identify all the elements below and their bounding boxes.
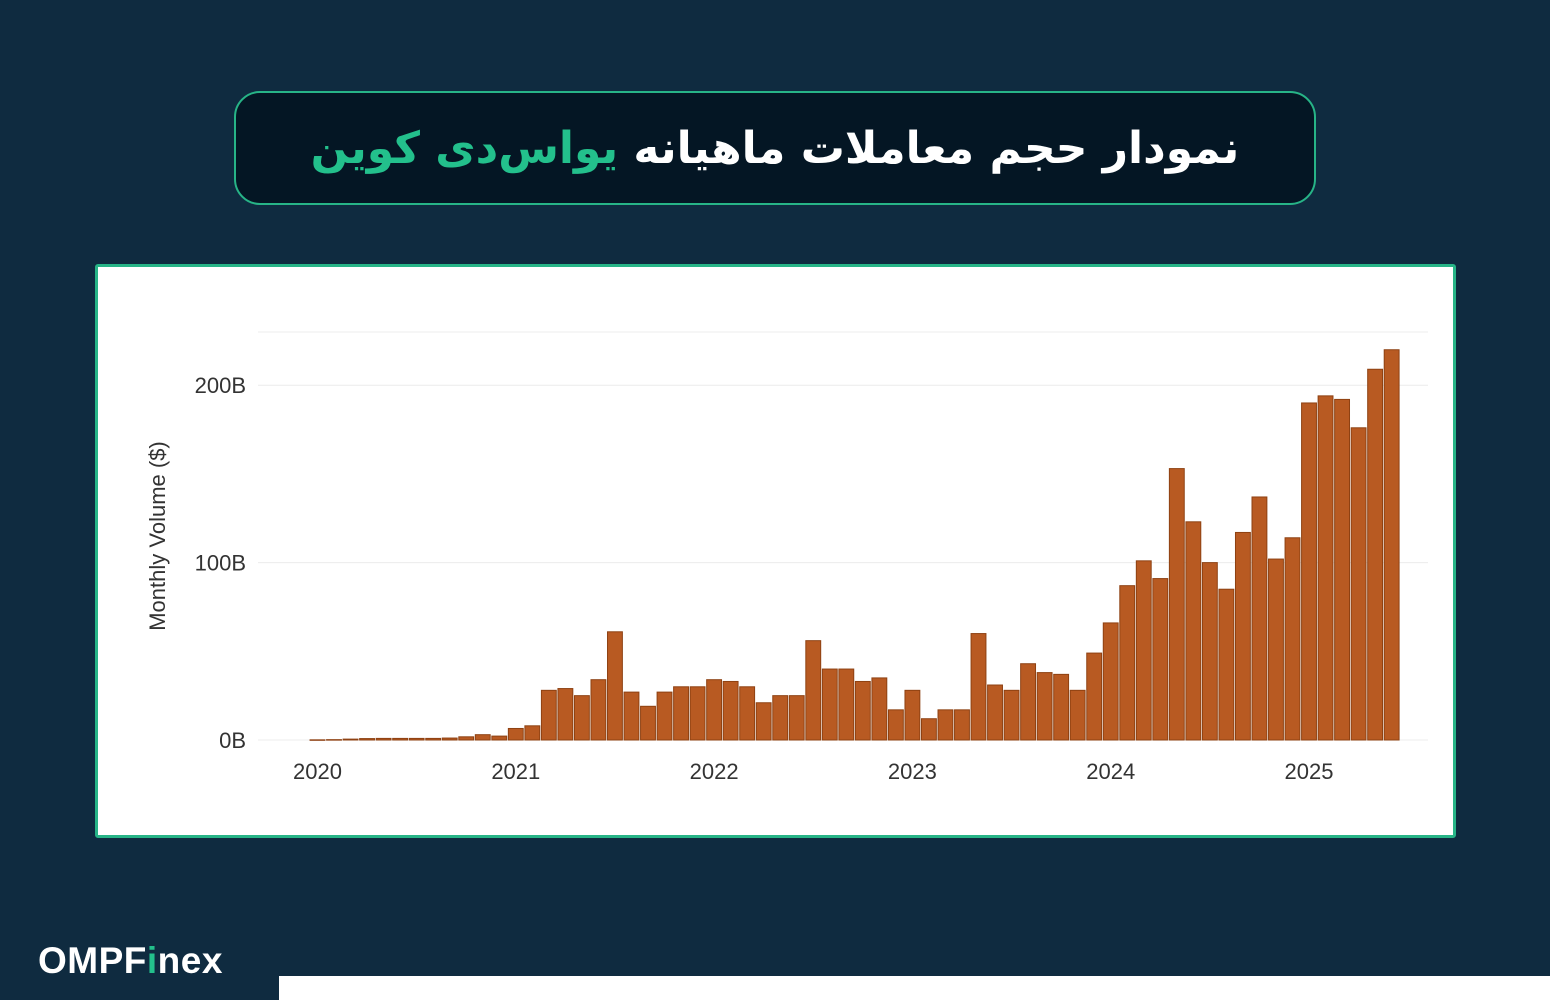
x-axis-ticks: 2020 2021 2022 2023 2024 2025 (293, 759, 1333, 784)
bar (1383, 349, 1400, 741)
bar (640, 705, 656, 741)
bar (1367, 368, 1384, 741)
bar (441, 737, 458, 741)
bar (590, 679, 607, 741)
bar (987, 684, 1003, 741)
bar (474, 734, 491, 741)
bar (821, 668, 838, 741)
bar (375, 737, 392, 741)
x-tick-label: 2020 (293, 759, 342, 784)
bar (1218, 588, 1235, 741)
bar (1036, 672, 1053, 741)
bar (739, 686, 756, 741)
bar (673, 686, 689, 741)
bar (887, 709, 904, 741)
bar (772, 695, 789, 741)
bar (722, 680, 739, 741)
bar (1268, 558, 1284, 741)
bar (1251, 496, 1268, 741)
bar (326, 739, 342, 741)
bar (920, 718, 937, 741)
bar (755, 702, 772, 741)
bar (507, 727, 524, 741)
bar (1135, 560, 1152, 741)
ompfinex-logo: OMPFinex (38, 940, 223, 981)
bar (1152, 578, 1169, 741)
y-tick-label: 0B (219, 728, 246, 753)
bar (904, 689, 921, 741)
y-tick-label: 200B (195, 373, 246, 398)
y-axis-ticks: 0B 100B 200B (195, 373, 246, 753)
x-tick-label: 2024 (1086, 759, 1135, 784)
bar (689, 686, 706, 741)
page-title: نمودار حجم معاملات ماهیانه یواس‌دی کوین (311, 123, 1240, 174)
bar (1119, 585, 1136, 741)
title-main-text: نمودار حجم معاملات ماهیانه (633, 122, 1240, 174)
bar (706, 679, 723, 741)
bar (359, 738, 376, 741)
x-tick-label: 2021 (491, 759, 540, 784)
bar (1020, 663, 1037, 741)
bar (1086, 652, 1103, 741)
bar (1234, 531, 1251, 741)
x-tick-label: 2022 (690, 759, 739, 784)
bar (1003, 689, 1020, 741)
bar (1350, 427, 1367, 741)
bar (491, 735, 508, 741)
bar (1317, 395, 1334, 741)
x-tick-label: 2025 (1285, 759, 1334, 784)
monthly-volume-bar-chart: 0B 100B 200B 2020 2021 2022 2023 2024 2025 Mont… (145, 331, 1428, 784)
bar (425, 737, 442, 741)
bars-group (309, 349, 1400, 741)
footer-strip (279, 976, 1550, 1000)
bar (524, 725, 541, 741)
bar (1185, 521, 1202, 741)
bar (607, 631, 623, 741)
bar (392, 737, 409, 741)
bar (309, 739, 326, 741)
bar (458, 736, 475, 741)
bar (623, 691, 640, 741)
title-banner: نمودار حجم معاملات ماهیانه یواس‌دی کوین (234, 91, 1316, 205)
bar (573, 695, 590, 741)
bar (1053, 673, 1070, 741)
bar (871, 677, 888, 741)
title-highlight-text: یواس‌دی کوین (310, 122, 619, 174)
chart-card: 0B 100B 200B 2020 2021 2022 2023 2024 2025 Mont… (95, 264, 1456, 838)
y-tick-label: 100B (195, 551, 246, 576)
bar (954, 709, 970, 741)
x-tick-label: 2023 (888, 759, 937, 784)
bar (557, 688, 574, 741)
bar (1201, 562, 1218, 741)
bar (540, 689, 557, 741)
bar (1168, 468, 1185, 741)
y-axis-label: Monthly Volume ($) (145, 441, 170, 631)
bar (1301, 402, 1317, 741)
bar (805, 640, 822, 741)
bar (408, 737, 425, 741)
bar (1284, 537, 1301, 741)
bar (1069, 689, 1086, 741)
bar (838, 668, 855, 741)
bar (342, 738, 359, 741)
bar (937, 709, 954, 741)
bar (970, 633, 987, 741)
bar (656, 691, 673, 741)
bar (854, 680, 871, 741)
bar (1334, 398, 1351, 741)
bar (788, 695, 805, 741)
bar (1102, 622, 1119, 741)
